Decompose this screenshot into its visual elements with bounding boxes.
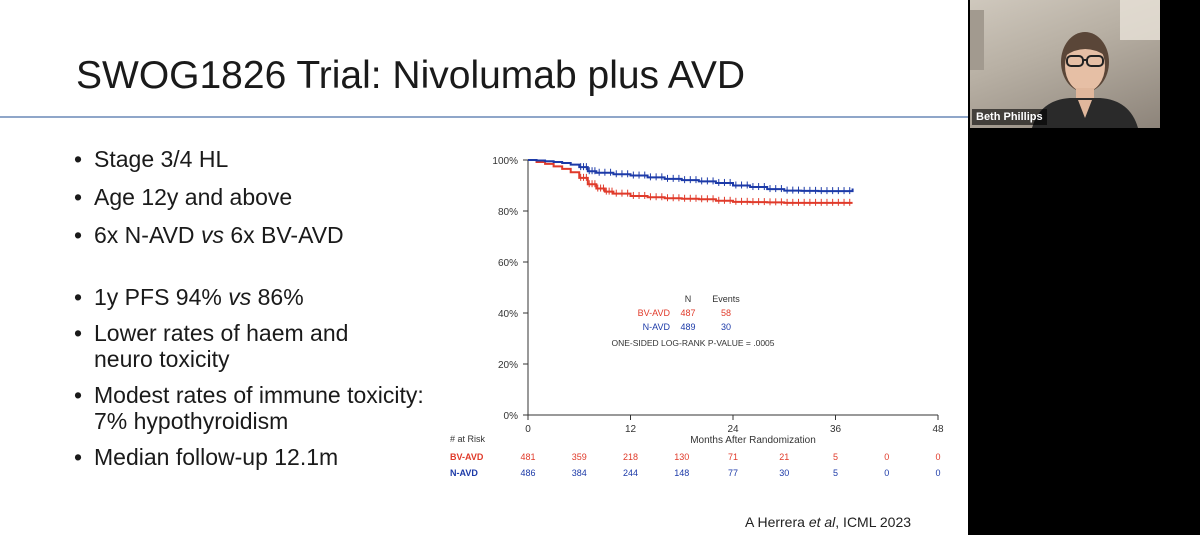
- legend-pvalue: ONE-SIDED LOG-RANK P-VALUE = .0005: [611, 338, 774, 348]
- y-tick-label: 20%: [498, 360, 518, 371]
- risk-count: 5: [833, 452, 838, 462]
- legend-header-n: N: [685, 294, 692, 304]
- x-tick-label: 36: [830, 424, 842, 435]
- risk-count: 148: [674, 468, 689, 478]
- risk-count: 218: [623, 452, 638, 462]
- risk-count: 21: [779, 452, 789, 462]
- bullet-item: 1y PFS 94% vs 86%: [74, 284, 434, 310]
- bullet-item: Median follow-up 12.1m: [74, 444, 434, 470]
- citation: A Herrera et al, ICML 2023: [745, 514, 912, 530]
- risk-count: 0: [935, 452, 940, 462]
- x-tick-label: 0: [525, 424, 531, 435]
- y-tick-label: 80%: [498, 207, 518, 218]
- risk-count: 384: [572, 468, 587, 478]
- risk-count: 0: [884, 452, 889, 462]
- legend-series-events: 58: [721, 308, 731, 318]
- bullet-item: Age 12y and above: [74, 184, 434, 210]
- x-axis-title: Months After Randomization: [690, 435, 816, 446]
- legend-series-name: N-AVD: [643, 322, 671, 332]
- legend-series-name: BV-AVD: [638, 308, 671, 318]
- risk-count: 77: [728, 468, 738, 478]
- risk-count: 0: [935, 468, 940, 478]
- legend-series-n: 489: [680, 322, 695, 332]
- x-tick-label: 12: [625, 424, 637, 435]
- risk-row-label: BV-AVD: [450, 452, 484, 462]
- y-tick-label: 100%: [492, 156, 518, 167]
- risk-count: 486: [520, 468, 535, 478]
- km-curve-n-avd: [528, 159, 854, 193]
- x-tick-label: 48: [932, 424, 944, 435]
- legend-series-events: 30: [721, 322, 731, 332]
- bullet-item: Modest rates of immune toxicity: 7% hypo…: [74, 382, 439, 434]
- bullet-item: Lower rates of haem and neuro toxicity: [74, 320, 404, 372]
- risk-count: 130: [674, 452, 689, 462]
- y-tick-label: 60%: [498, 258, 518, 269]
- presentation-slide: SWOG1826 Trial: Nivolumab plus AVD Stage…: [0, 0, 968, 535]
- survival-chart: 0% 20% 40% 60% 80% 100% 0 12 24 36 48 Months After …: [450, 156, 944, 478]
- risk-count: 481: [520, 452, 535, 462]
- participant-name-tag: Beth Phillips: [972, 109, 1047, 125]
- slide-title: SWOG1826 Trial: Nivolumab plus AVD: [76, 54, 746, 97]
- risk-table-label: # at Risk: [450, 434, 486, 444]
- risk-row-label: N-AVD: [450, 468, 478, 478]
- risk-count: 5: [833, 468, 838, 478]
- bullet-list: Stage 3/4 HL Age 12y and above 6x N-AVD …: [74, 146, 434, 470]
- km-curve-bv-avd: [528, 159, 853, 204]
- participant-video-tile[interactable]: [970, 0, 1160, 128]
- legend-header-events: Events: [712, 294, 740, 304]
- risk-count: 71: [728, 452, 738, 462]
- risk-count: 30: [779, 468, 789, 478]
- x-tick-label: 24: [727, 424, 739, 435]
- bullet-item: Stage 3/4 HL: [74, 146, 434, 172]
- y-tick-label: 40%: [498, 309, 518, 320]
- risk-count: 244: [623, 468, 638, 478]
- title-divider: [0, 116, 968, 118]
- participant-video-feed: [970, 0, 1160, 128]
- bullet-item: 6x N-AVD vs 6x BV-AVD: [74, 222, 434, 248]
- y-tick-label: 0%: [504, 411, 519, 422]
- risk-count: 359: [572, 452, 587, 462]
- legend-series-n: 487: [680, 308, 695, 318]
- risk-count: 0: [884, 468, 889, 478]
